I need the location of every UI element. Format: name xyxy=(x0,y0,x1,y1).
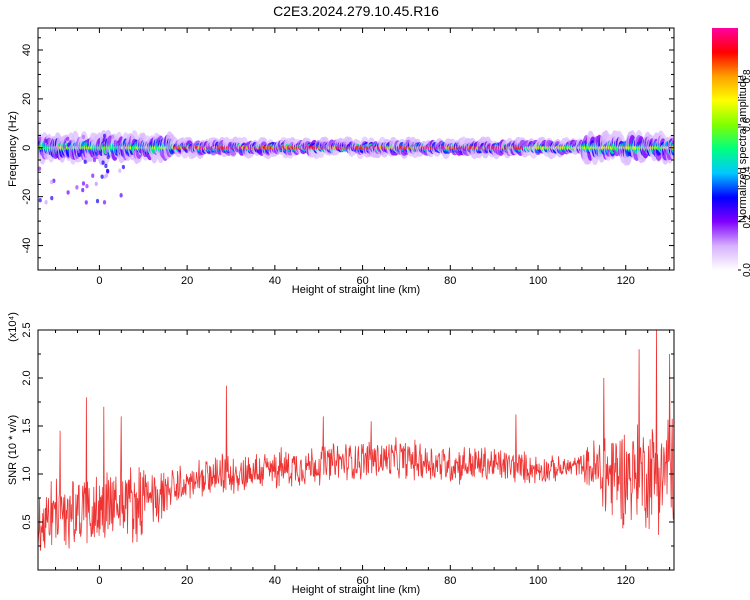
snr-x-tick-label: 20 xyxy=(181,575,193,587)
snr-series-line xyxy=(38,330,674,551)
spectrogram-heatmap xyxy=(38,129,674,205)
spectrogram-y-tick-label: 20 xyxy=(21,93,33,105)
snr-x-tick-label: 60 xyxy=(356,575,368,587)
spectrogram-y-tick-label: 40 xyxy=(21,44,33,56)
colorbar-tick-label: 0.0 xyxy=(742,263,750,277)
spectrogram-y-ticks: -40 -20 0 20 40 xyxy=(21,37,674,271)
colorbar-gradient xyxy=(712,28,738,270)
snr-y-tick-label: 2.5 xyxy=(21,322,33,337)
snr-x-label: Height of straight line (km) xyxy=(292,584,420,596)
spectrogram-x-tick-label: 120 xyxy=(617,275,635,287)
colorbar-ticks: 0.0 0.2 0.4 0.6 0.8 xyxy=(738,69,750,277)
colorbar-tick-label: 0.2 xyxy=(742,214,750,228)
snr-x-tick-label: 80 xyxy=(444,575,456,587)
spectrogram-x-tick-label: 40 xyxy=(269,275,281,287)
snr-x-tick-label: 40 xyxy=(269,575,281,587)
snr-x-tick-label: 120 xyxy=(617,575,635,587)
snr-y-label: SNR (10 * v/v) xyxy=(7,415,19,485)
spectrogram-x-tick-label: 20 xyxy=(181,275,193,287)
spectrogram-y-tick-label: -40 xyxy=(21,238,33,254)
spectrogram-x-label: Height of straight line (km) xyxy=(292,284,420,296)
spectrogram-frame xyxy=(37,27,675,271)
spectrogram-panel: 0 20 40 60 80 100 120 -40 -20 0 20 40 Height of st… xyxy=(7,27,675,296)
spectrogram-y-tick-label: -20 xyxy=(21,189,33,205)
spectrogram-x-tick-label: 80 xyxy=(444,275,456,287)
spectrogram-y-label: Frequency (Hz) xyxy=(7,111,19,187)
spectrogram-x-tick-label: 60 xyxy=(356,275,368,287)
snr-y-tick-label: 2.0 xyxy=(21,370,33,385)
snr-panel: 0 20 40 60 80 100 120 0.5 1.0 1.5 2.0 2.5 Height o… xyxy=(7,312,675,596)
snr-y-ticks: 0.5 1.0 1.5 2.0 2.5 xyxy=(21,322,674,547)
colorbar-label: Normalized spectral amplitude xyxy=(737,75,749,223)
spectrogram-x-tick-label: 100 xyxy=(529,275,547,287)
spectrogram-x-tick-label: 0 xyxy=(96,275,102,287)
colorbar-tick-label: 0.4 xyxy=(742,166,750,180)
snr-background xyxy=(38,330,674,570)
snr-x-ticks: 0 20 40 60 80 100 120 xyxy=(55,330,671,587)
snr-y-tick-label: 1.0 xyxy=(21,466,33,481)
spectrogram-y-tick-label: 0 xyxy=(21,145,33,151)
snr-y-tick-label: 1.5 xyxy=(21,418,33,433)
colorbar-tick-label: 0.8 xyxy=(742,69,750,83)
snr-y-scale: (x10⁴) xyxy=(7,312,19,342)
figure-title: C2E3.2024.279.10.45.R16 xyxy=(273,3,439,19)
colorbar-tick-label: 0.6 xyxy=(742,117,750,131)
snr-x-tick-label: 0 xyxy=(96,575,102,587)
spectrogram-x-ticks: 0 20 40 60 80 100 120 xyxy=(55,28,671,287)
colorbar: 0.0 0.2 0.4 0.6 0.8 Normalized spectral ampl… xyxy=(712,28,750,277)
snr-x-tick-label: 100 xyxy=(529,575,547,587)
snr-y-tick-label: 0.5 xyxy=(21,514,33,529)
